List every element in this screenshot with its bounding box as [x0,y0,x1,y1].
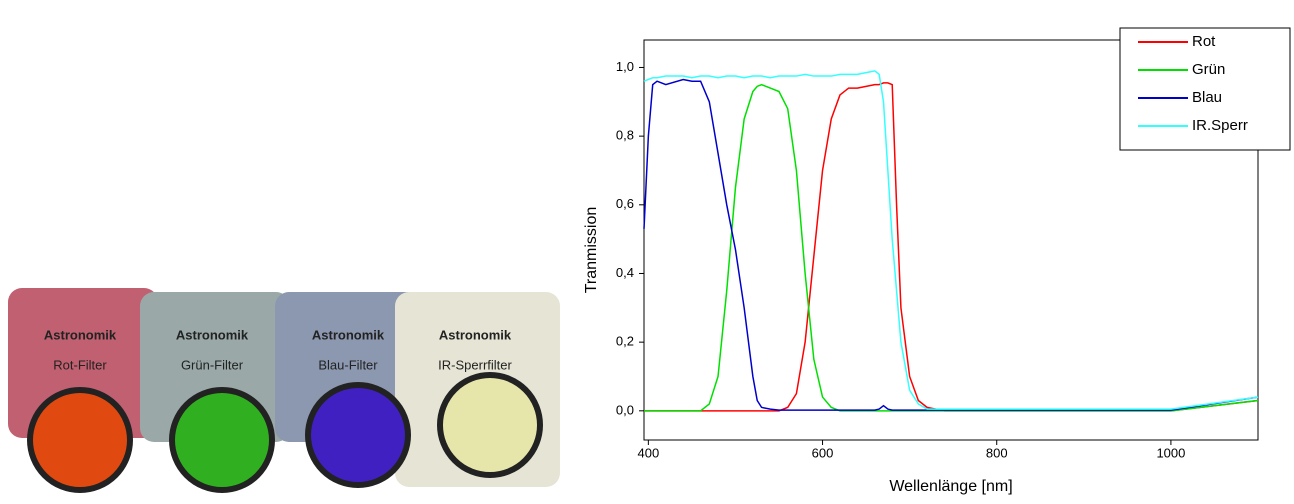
legend-label: Blau [1192,89,1222,106]
x-tick-label: 800 [986,445,1008,460]
legend-label: IR.Sperr [1192,117,1248,134]
filter-label: Rot-Filter [53,357,107,372]
y-tick-label: 1,0 [616,59,634,74]
filter-glass [305,382,411,488]
x-tick-label: 1000 [1156,445,1185,460]
legend-label: Grün [1192,61,1225,78]
series-line [643,70,1259,410]
x-tick-label: 400 [638,445,660,460]
y-axis-title: Tranmission [583,207,600,294]
y-tick-label: 0,6 [616,196,634,211]
y-tick-label: 0,0 [616,402,634,417]
brand: Astronomik [439,327,512,342]
brand: Astronomik [312,327,385,342]
filter-label: Grün-Filter [181,357,244,372]
y-tick-label: 0,2 [616,334,634,349]
y-tick-label: 0,4 [616,265,634,280]
plot-frame [643,39,1259,441]
legend-label: Rot [1192,33,1216,50]
brand: Astronomik [176,327,249,342]
x-tick-label: 600 [812,445,834,460]
brand: Astronomik [44,327,117,342]
filter-glass [437,372,543,478]
filter-glass [169,387,275,493]
x-axis-title: Wellenlänge [nm] [889,478,1012,495]
y-tick-label: 0,8 [616,128,634,143]
legend [1119,27,1291,151]
filter-glass [27,387,133,493]
filter-label: Blau-Filter [318,357,378,372]
series-line [643,78,1259,411]
photo: Astronomik Astronomik Astronomik Astrono… [8,288,560,493]
filter-label: IR-Sperrfilter [438,357,512,372]
